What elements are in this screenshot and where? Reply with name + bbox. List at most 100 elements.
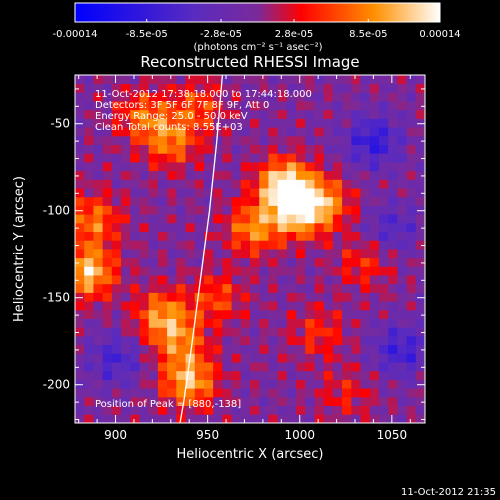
heatmap-cell	[259, 75, 269, 85]
heatmap-cell	[157, 405, 168, 415]
heatmap-cell	[157, 109, 168, 119]
heatmap-cell	[415, 301, 425, 311]
heatmap-cell	[139, 275, 150, 285]
heatmap-cell	[250, 414, 260, 423]
heatmap-cell	[286, 283, 297, 293]
heatmap-cell	[342, 83, 352, 93]
heatmap-cell	[415, 327, 425, 337]
heatmap-cell	[121, 370, 131, 380]
heatmap-cell	[250, 240, 260, 250]
heatmap-cell	[406, 222, 417, 232]
heatmap-cell	[203, 196, 214, 206]
heatmap-cell	[111, 353, 122, 363]
heatmap-cell	[93, 214, 104, 224]
heatmap-cell	[231, 379, 242, 389]
heatmap-cell	[369, 336, 380, 346]
heatmap-cell	[194, 388, 205, 398]
heatmap-cell	[148, 344, 159, 354]
heatmap-cell	[406, 170, 417, 180]
heatmap-cell	[342, 388, 352, 398]
heatmap-cell	[130, 188, 140, 198]
heatmap-cell	[305, 109, 315, 119]
heatmap-cell	[259, 188, 269, 198]
heatmap-cell	[84, 336, 94, 346]
heatmap-cell	[305, 222, 315, 232]
heatmap-cell	[378, 196, 389, 206]
heatmap-cell	[277, 379, 288, 389]
heatmap-cell	[406, 231, 417, 241]
heatmap-cell	[185, 388, 196, 398]
heatmap-cell	[305, 379, 315, 389]
heatmap-cell	[388, 127, 398, 137]
heatmap-cell	[314, 396, 325, 406]
heatmap-cell	[75, 75, 85, 85]
heatmap-cell	[305, 292, 315, 302]
heatmap-cell	[397, 309, 407, 319]
heatmap-cell	[305, 249, 315, 259]
heatmap-cell	[286, 144, 297, 154]
heatmap-cell	[351, 118, 361, 128]
heatmap-cell	[397, 301, 407, 311]
heatmap-cell	[360, 83, 371, 93]
heatmap-cell	[121, 283, 131, 293]
heatmap-cell	[323, 388, 334, 398]
heatmap-cell	[139, 83, 150, 93]
heatmap-cell	[75, 118, 85, 128]
heatmap-cell	[121, 92, 131, 102]
heatmap-cell	[360, 336, 371, 346]
heatmap-cell	[369, 101, 380, 111]
heatmap-cell	[203, 301, 214, 311]
heatmap-cell	[231, 135, 242, 145]
heatmap-cell	[332, 362, 343, 372]
heatmap-cell	[176, 127, 186, 137]
heatmap-cell	[296, 162, 306, 172]
heatmap-cell	[93, 135, 104, 145]
heatmap-cell	[167, 249, 177, 259]
heatmap-cell	[296, 135, 306, 145]
heatmap-cell	[130, 327, 140, 337]
heatmap-cell	[323, 283, 334, 293]
heatmap-cell	[102, 309, 113, 319]
heatmap-cell	[130, 196, 140, 206]
heatmap-cell	[240, 214, 251, 224]
heatmap-cell	[148, 318, 159, 328]
heatmap-cell	[203, 222, 214, 232]
heatmap-cell	[277, 240, 288, 250]
heatmap-cell	[222, 222, 232, 232]
heatmap-cell	[176, 153, 186, 163]
heatmap-cell	[250, 162, 260, 172]
heatmap-cell	[286, 109, 297, 119]
heatmap-cell	[121, 249, 131, 259]
heatmap-cell	[240, 83, 251, 93]
heatmap-cell	[277, 196, 288, 206]
annotation-line: 11-Oct-2012 17:38:18.000 to 17:44:18.000	[95, 89, 312, 100]
heatmap-cell	[342, 283, 352, 293]
heatmap-cell	[121, 127, 131, 137]
heatmap-cell	[111, 292, 122, 302]
heatmap-cell	[305, 240, 315, 250]
heatmap-cell	[415, 188, 425, 198]
heatmap-cell	[157, 344, 168, 354]
heatmap-cell	[111, 283, 122, 293]
heatmap-cell	[121, 275, 131, 285]
heatmap-cell	[231, 101, 242, 111]
heatmap-cell	[397, 170, 407, 180]
heatmap-cell	[185, 196, 196, 206]
heatmap-cell	[259, 257, 269, 267]
heatmap-cell	[203, 127, 214, 137]
heatmap-cell	[102, 388, 113, 398]
heatmap-cell	[369, 353, 380, 363]
heatmap-cell	[305, 336, 315, 346]
heatmap-cell	[268, 118, 279, 128]
heatmap-cell	[231, 301, 242, 311]
heatmap-cell	[240, 275, 251, 285]
heatmap-cell	[194, 135, 205, 145]
heatmap-cell	[323, 301, 334, 311]
heatmap-cell	[213, 275, 223, 285]
heatmap-cell	[185, 170, 196, 180]
heatmap-cell	[102, 118, 113, 128]
heatmap-cell	[397, 388, 407, 398]
heatmap-cell	[305, 179, 315, 189]
heatmap-cell	[351, 292, 361, 302]
heatmap-cell	[139, 344, 150, 354]
